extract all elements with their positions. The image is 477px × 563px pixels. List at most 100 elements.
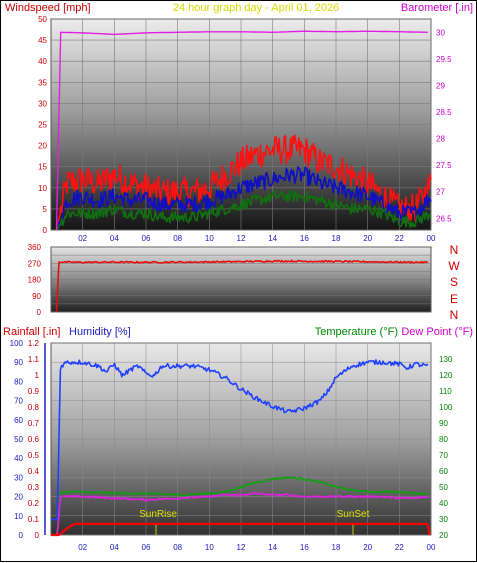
direction-label-north-bottom: N: [450, 308, 459, 322]
humidity-tick-label: 10: [14, 512, 23, 521]
wind-tick-label: 20: [38, 142, 47, 151]
rainfall-tick-label: 0.3: [28, 483, 40, 492]
humidity-time-tick-label: 18: [332, 543, 341, 552]
temperature-axis-ticks: 20 30 40 50 60 70 80 90 100 110 120 130: [439, 355, 453, 540]
direction-tick-label: 90: [32, 292, 41, 301]
rainfall-tick-label: 0.6: [28, 435, 40, 444]
rainfall-line: [51, 522, 431, 537]
temperature-tick-label: 90: [439, 419, 448, 428]
rainfall-tick-label: 0.7: [28, 419, 40, 428]
wind-direction-line: [55, 259, 429, 313]
wind-time-tick-label: 20: [363, 234, 372, 243]
wind-time-tick-label: 00: [427, 234, 436, 243]
wind-tick-label: 15: [38, 163, 47, 172]
barometer-tick-label: 30: [436, 28, 445, 37]
rainfall-tick-label: 1.2: [28, 339, 40, 348]
humidity-tick-label: 30: [14, 473, 23, 482]
humidity-tick-label: 40: [14, 454, 23, 463]
barometer-tick-label: 29.5: [436, 55, 452, 64]
temperature-tick-label: 100: [439, 403, 453, 412]
humidity-time-tick-label: 06: [142, 543, 151, 552]
temperature-tick-label: 20: [439, 531, 448, 540]
temperature-line: [51, 475, 429, 536]
wind-tick-label: 25: [38, 121, 47, 130]
wind-series: [55, 30, 432, 231]
barometer-tick-label: 26.5: [436, 214, 452, 223]
direction-tick-label: 270: [28, 259, 42, 268]
wind-tick-label: 45: [38, 36, 47, 45]
humidity-tick-label: 20: [14, 493, 23, 502]
barometer-axis-ticks: 26.5 27 27.5 28 28.5 29 29.5 30: [436, 28, 452, 223]
wind-tick-label: 40: [38, 57, 47, 66]
sunrise-label: SunRise: [139, 509, 177, 520]
graph-title: 24 hour graph day - April 01, 2026: [173, 2, 339, 14]
temperature-tick-label: 30: [439, 515, 448, 524]
humidity-time-tick-label: 10: [205, 543, 214, 552]
direction-axis-ticks: 0 90 180 270 360: [28, 243, 42, 317]
humidity-time-tick-label: 14: [268, 543, 277, 552]
wind-panel-grid: [51, 18, 432, 231]
humidity-tick-label: 70: [14, 397, 23, 406]
humidity-line: [51, 359, 429, 521]
temperature-tick-label: 40: [439, 499, 448, 508]
wind-tick-label: 10: [38, 184, 47, 193]
wind-tick-label: 0: [43, 226, 48, 235]
humidity-time-tick-label: 22: [395, 543, 404, 552]
wind-time-tick-label: 08: [173, 234, 182, 243]
rainfall-tick-label: 1.1: [28, 355, 40, 364]
humidity-tick-label: 100: [10, 339, 24, 348]
humidity-axis-ticks: 0 10 20 30 40 50 60 70 80 90 100: [10, 339, 24, 540]
dewpoint-axis-title: Dew Point (°F): [401, 326, 473, 338]
barometer-line: [55, 30, 428, 231]
humidity-time-tick-label: 08: [173, 543, 182, 552]
sun-markers: SunRise SunSet: [139, 509, 370, 535]
wind-tick-label: 30: [38, 99, 47, 108]
rainfall-tick-label: 0.9: [28, 387, 40, 396]
wind-tick-label: 35: [38, 78, 47, 87]
barometer-tick-label: 27: [436, 188, 445, 197]
wind-average-series: [55, 166, 432, 231]
wind-time-tick-label: 02: [78, 234, 87, 243]
wind-tick-label: 5: [43, 205, 48, 214]
direction-label-west: W: [448, 259, 460, 273]
wind-time-tick-label: 14: [268, 234, 277, 243]
temperature-tick-label: 60: [439, 467, 448, 476]
wind-time-tick-label: 18: [332, 234, 341, 243]
rainfall-tick-label: 0.5: [28, 451, 40, 460]
wind-tick-label: 50: [38, 15, 47, 24]
humidity-tick-label: 0: [19, 531, 24, 540]
rainfall-tick-label: 0.8: [28, 403, 40, 412]
direction-panel-grid: [51, 246, 431, 313]
humidity-time-tick-label: 02: [78, 543, 87, 552]
temperature-tick-label: 70: [439, 451, 448, 460]
humidity-time-axis-ticks: 02 04 06 08 10 12 14 16 18 20 22 00: [78, 543, 436, 552]
wind-low-series: [55, 189, 432, 231]
humidity-tick-label: 60: [14, 416, 23, 425]
direction-tick-label: 360: [28, 243, 42, 252]
rainfall-tick-label: 0.1: [28, 515, 40, 524]
rainfall-tick-label: 0.2: [28, 499, 40, 508]
direction-label-east: E: [450, 292, 458, 306]
humidity-time-tick-label: 04: [110, 543, 119, 552]
humidity-tick-label: 90: [14, 358, 23, 367]
humidity-time-tick-label: 16: [300, 543, 309, 552]
wind-time-tick-label: 22: [395, 234, 404, 243]
humidity-tick-label: 50: [14, 435, 23, 444]
dewpoint-line: [51, 492, 429, 536]
wind-gust-series: [55, 134, 432, 231]
wind-time-axis-ticks: 02 04 06 08 10 12 14 16 18 20 22 00: [78, 234, 436, 243]
humidity-series: [51, 359, 431, 537]
direction-label-south: S: [450, 275, 458, 289]
temperature-tick-label: 110: [439, 387, 452, 396]
barometer-tick-label: 28.5: [436, 108, 452, 117]
wind-axis-ticks: 0 5 10 15 20 25 30 35 40 45 50: [38, 15, 47, 235]
temperature-tick-label: 120: [439, 371, 453, 380]
wind-time-tick-label: 06: [142, 234, 151, 243]
rainfall-axis-ticks: 0 0.1 0.2 0.3 0.4 0.5 0.6 0.7 0.8 0.9 1 1.1 1.2: [28, 339, 40, 540]
wind-time-tick-label: 10: [205, 234, 214, 243]
direction-series: [55, 259, 429, 313]
barometer-tick-label: 29: [436, 81, 445, 90]
temperature-tick-label: 130: [439, 355, 453, 364]
